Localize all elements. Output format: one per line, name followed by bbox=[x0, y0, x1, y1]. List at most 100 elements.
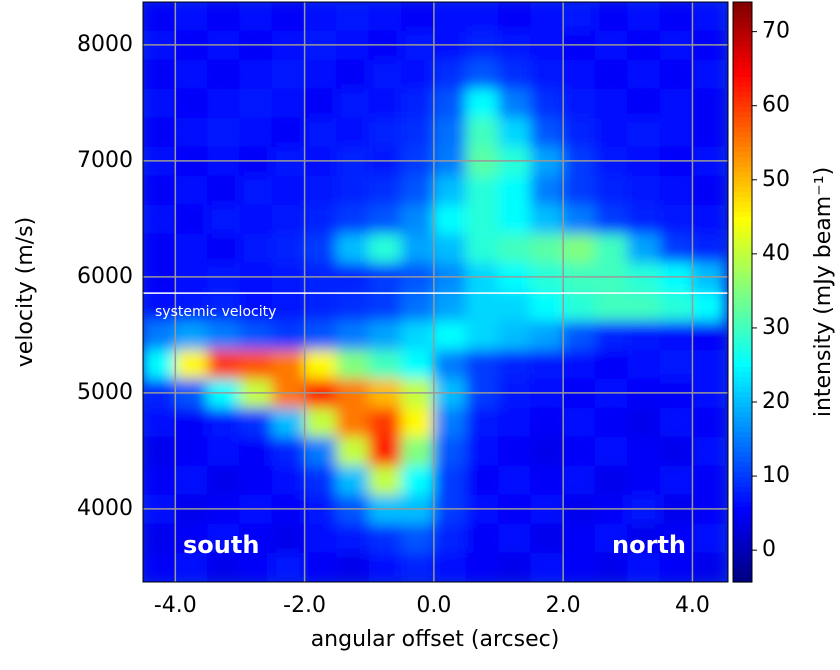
colorbar-strip bbox=[733, 67, 752, 73]
heatmap-cell bbox=[530, 551, 564, 582]
colorbar-strip bbox=[733, 442, 752, 448]
colorbar-strip bbox=[733, 427, 752, 433]
colorbar-strip bbox=[733, 412, 752, 418]
colorbar-strip bbox=[733, 222, 752, 228]
y-tick-label: 4000 bbox=[77, 496, 133, 521]
colorbar-strip bbox=[733, 527, 752, 533]
heatmap-cell bbox=[143, 319, 176, 350]
colorbar-strip bbox=[733, 562, 752, 568]
heatmap-cell bbox=[433, 348, 467, 379]
colorbar-strip bbox=[733, 257, 752, 263]
heatmap-cell bbox=[465, 87, 500, 118]
heatmap-cell bbox=[659, 348, 693, 379]
heatmap-cell bbox=[498, 174, 532, 205]
heatmap-cell bbox=[530, 319, 564, 350]
colorbar-strip bbox=[733, 127, 752, 133]
colorbar-strip bbox=[733, 227, 752, 233]
heatmap-cell bbox=[530, 348, 564, 379]
heatmap-cell bbox=[143, 116, 176, 147]
heatmap-cell bbox=[627, 290, 661, 321]
colorbar-strip bbox=[733, 182, 752, 188]
colorbar-strip bbox=[733, 117, 752, 123]
heatmap-cell bbox=[498, 522, 532, 553]
heatmap-cell bbox=[207, 464, 241, 495]
heatmap-cell bbox=[207, 232, 241, 263]
heatmap-cell bbox=[498, 203, 532, 234]
heatmap-cell bbox=[368, 232, 403, 263]
heatmap-cell bbox=[368, 116, 403, 147]
heatmap-cell bbox=[433, 232, 467, 263]
heatmap-cell bbox=[174, 116, 209, 147]
heatmap-cell bbox=[271, 435, 306, 466]
y-tick-label: 8000 bbox=[77, 32, 133, 57]
heatmap-cell bbox=[304, 290, 338, 321]
heatmap-cell bbox=[627, 522, 661, 553]
heatmap-cell bbox=[691, 2, 726, 31]
heatmap-cell bbox=[498, 232, 532, 263]
heatmap-cell bbox=[336, 232, 370, 263]
heatmap-cell bbox=[368, 522, 403, 553]
heatmap-cell bbox=[594, 464, 629, 495]
heatmap-cell bbox=[239, 348, 273, 379]
colorbar-strip bbox=[733, 202, 752, 208]
heatmap-cell bbox=[691, 406, 726, 437]
colorbar-strip bbox=[733, 477, 752, 483]
colorbar-strip bbox=[733, 92, 752, 98]
colorbar-strip bbox=[733, 387, 752, 393]
colorbar-tick-label: 40 bbox=[762, 241, 790, 266]
colorbar-strip bbox=[733, 392, 752, 398]
heatmap-cell bbox=[271, 58, 306, 89]
heatmap-cell bbox=[239, 464, 273, 495]
heatmap-cell bbox=[659, 58, 693, 89]
heatmap-cell bbox=[239, 551, 273, 582]
heatmap-cell bbox=[498, 464, 532, 495]
colorbar-strip bbox=[733, 497, 752, 503]
colorbar-strip bbox=[733, 547, 752, 553]
heatmap-cell bbox=[207, 406, 241, 437]
heatmap-cell bbox=[174, 406, 209, 437]
colorbar-tick-label: 20 bbox=[762, 389, 790, 414]
colorbar-strip bbox=[733, 302, 752, 308]
heatmap-cell bbox=[433, 116, 467, 147]
heatmap-cell bbox=[659, 522, 693, 553]
heatmap-cell bbox=[401, 522, 435, 553]
heatmap-cell bbox=[594, 174, 629, 205]
heatmap-cell bbox=[304, 203, 338, 234]
heatmap-cell bbox=[401, 464, 435, 495]
x-tick-label: -4.0 bbox=[154, 593, 197, 618]
heatmap-cell bbox=[691, 87, 726, 118]
heatmap-cell bbox=[368, 203, 403, 234]
heatmap-cell bbox=[207, 2, 241, 31]
heatmap-cell bbox=[627, 174, 661, 205]
heatmap-cell bbox=[627, 116, 661, 147]
heatmap-cell bbox=[271, 406, 306, 437]
heatmap-cell bbox=[207, 522, 241, 553]
heatmap-cell bbox=[530, 232, 564, 263]
heatmap-cell bbox=[368, 435, 403, 466]
heatmap-cell bbox=[498, 551, 532, 582]
plot-area bbox=[143, 2, 728, 582]
heatmap-cell bbox=[174, 464, 209, 495]
heatmap-cell bbox=[143, 435, 176, 466]
heatmap-cell bbox=[401, 58, 435, 89]
heatmap-cell bbox=[594, 116, 629, 147]
heatmap-cell bbox=[594, 522, 629, 553]
x-axis-label: angular offset (arcsec) bbox=[311, 627, 560, 652]
colorbar-strip bbox=[733, 277, 752, 283]
heatmap-cell bbox=[530, 406, 564, 437]
colorbar-strip bbox=[733, 62, 752, 68]
heatmap-cell bbox=[498, 290, 532, 321]
heatmap-cell bbox=[594, 435, 629, 466]
heatmap-cell bbox=[498, 435, 532, 466]
heatmap-cell bbox=[336, 58, 370, 89]
heatmap-cell bbox=[271, 174, 306, 205]
heatmap-cell bbox=[659, 464, 693, 495]
heatmap-cell bbox=[433, 464, 467, 495]
heatmap-cell bbox=[143, 58, 176, 89]
heatmap-cell bbox=[659, 87, 693, 118]
colorbar-strip bbox=[733, 267, 752, 273]
heatmap-cell bbox=[659, 203, 693, 234]
heatmap-cell bbox=[401, 551, 435, 582]
colorbar-strip bbox=[733, 137, 752, 143]
